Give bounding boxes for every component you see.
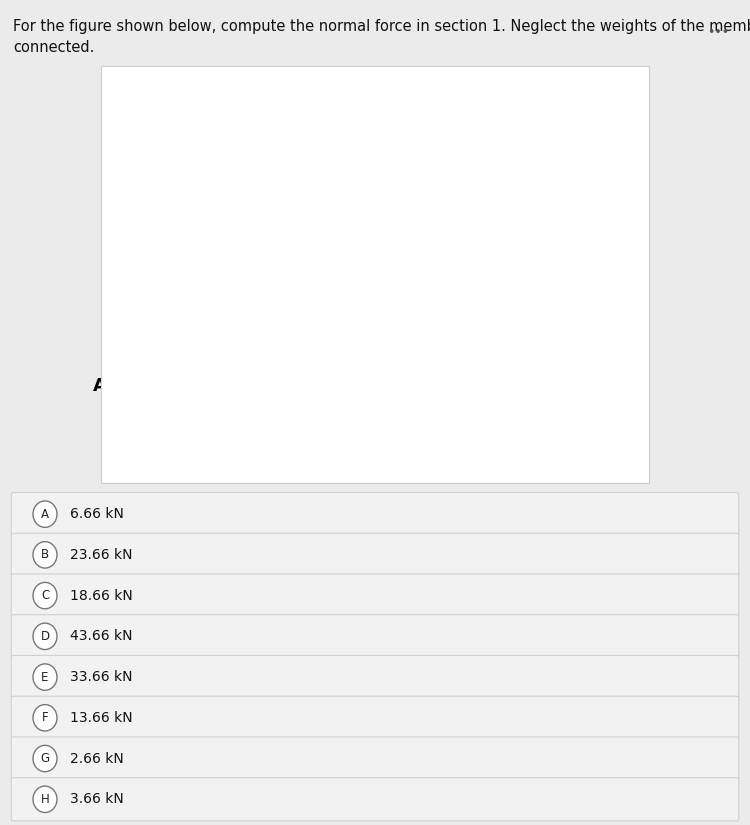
- Text: 43.66 kN: 43.66 kN: [70, 629, 132, 644]
- Text: •••: •••: [706, 26, 729, 40]
- Text: C: C: [40, 589, 50, 602]
- Circle shape: [322, 181, 346, 204]
- Text: 5m: 5m: [344, 295, 370, 310]
- Text: 60°: 60°: [346, 334, 375, 349]
- Text: 13.66 kN: 13.66 kN: [70, 711, 132, 725]
- Polygon shape: [111, 174, 557, 397]
- Text: C: C: [562, 377, 574, 395]
- Text: D: D: [40, 629, 50, 643]
- Text: F: F: [42, 711, 48, 724]
- Text: 18.66 kN: 18.66 kN: [70, 588, 133, 602]
- Text: 2.66 kN: 2.66 kN: [70, 752, 124, 766]
- Text: B: B: [41, 549, 49, 561]
- Text: 33.66 kN: 33.66 kN: [70, 670, 132, 684]
- Text: 50kN: 50kN: [226, 85, 283, 104]
- Text: 3.66 kN: 3.66 kN: [70, 792, 124, 806]
- Text: B: B: [329, 156, 343, 174]
- Text: A: A: [41, 507, 49, 521]
- Text: For the figure shown below, compute the normal force in section 1. Neglect the w: For the figure shown below, compute the …: [13, 19, 750, 55]
- Text: H: H: [40, 793, 50, 806]
- Text: 6.66 kN: 6.66 kN: [70, 507, 124, 521]
- Text: E: E: [41, 671, 49, 684]
- Text: G: G: [40, 752, 50, 765]
- Text: 1: 1: [417, 167, 430, 186]
- Text: A: A: [93, 377, 106, 395]
- Text: 2m: 2m: [276, 144, 302, 158]
- Text: 5m: 5m: [422, 456, 451, 474]
- Text: 23.66 kN: 23.66 kN: [70, 548, 132, 562]
- Text: 5m: 5m: [217, 456, 246, 474]
